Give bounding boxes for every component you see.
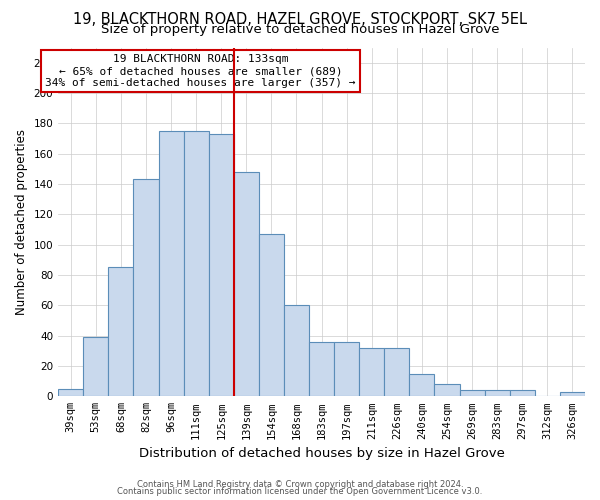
- Text: 19, BLACKTHORN ROAD, HAZEL GROVE, STOCKPORT, SK7 5EL: 19, BLACKTHORN ROAD, HAZEL GROVE, STOCKP…: [73, 12, 527, 28]
- X-axis label: Distribution of detached houses by size in Hazel Grove: Distribution of detached houses by size …: [139, 447, 505, 460]
- Bar: [460, 390, 485, 396]
- Bar: [359, 348, 385, 397]
- Bar: [560, 392, 585, 396]
- Bar: [385, 348, 409, 397]
- Bar: [234, 172, 259, 396]
- Text: Contains public sector information licensed under the Open Government Licence v3: Contains public sector information licen…: [118, 487, 482, 496]
- Bar: [409, 374, 434, 396]
- Bar: [158, 131, 184, 396]
- Bar: [284, 306, 309, 396]
- Text: Contains HM Land Registry data © Crown copyright and database right 2024.: Contains HM Land Registry data © Crown c…: [137, 480, 463, 489]
- Bar: [259, 234, 284, 396]
- Bar: [209, 134, 234, 396]
- Y-axis label: Number of detached properties: Number of detached properties: [15, 129, 28, 315]
- Bar: [109, 268, 133, 396]
- Text: 19 BLACKTHORN ROAD: 133sqm
← 65% of detached houses are smaller (689)
34% of sem: 19 BLACKTHORN ROAD: 133sqm ← 65% of deta…: [45, 54, 356, 88]
- Bar: [58, 388, 83, 396]
- Bar: [184, 131, 209, 396]
- Text: Size of property relative to detached houses in Hazel Grove: Size of property relative to detached ho…: [101, 22, 499, 36]
- Bar: [83, 337, 109, 396]
- Bar: [510, 390, 535, 396]
- Bar: [309, 342, 334, 396]
- Bar: [434, 384, 460, 396]
- Bar: [334, 342, 359, 396]
- Bar: [133, 180, 158, 396]
- Bar: [485, 390, 510, 396]
